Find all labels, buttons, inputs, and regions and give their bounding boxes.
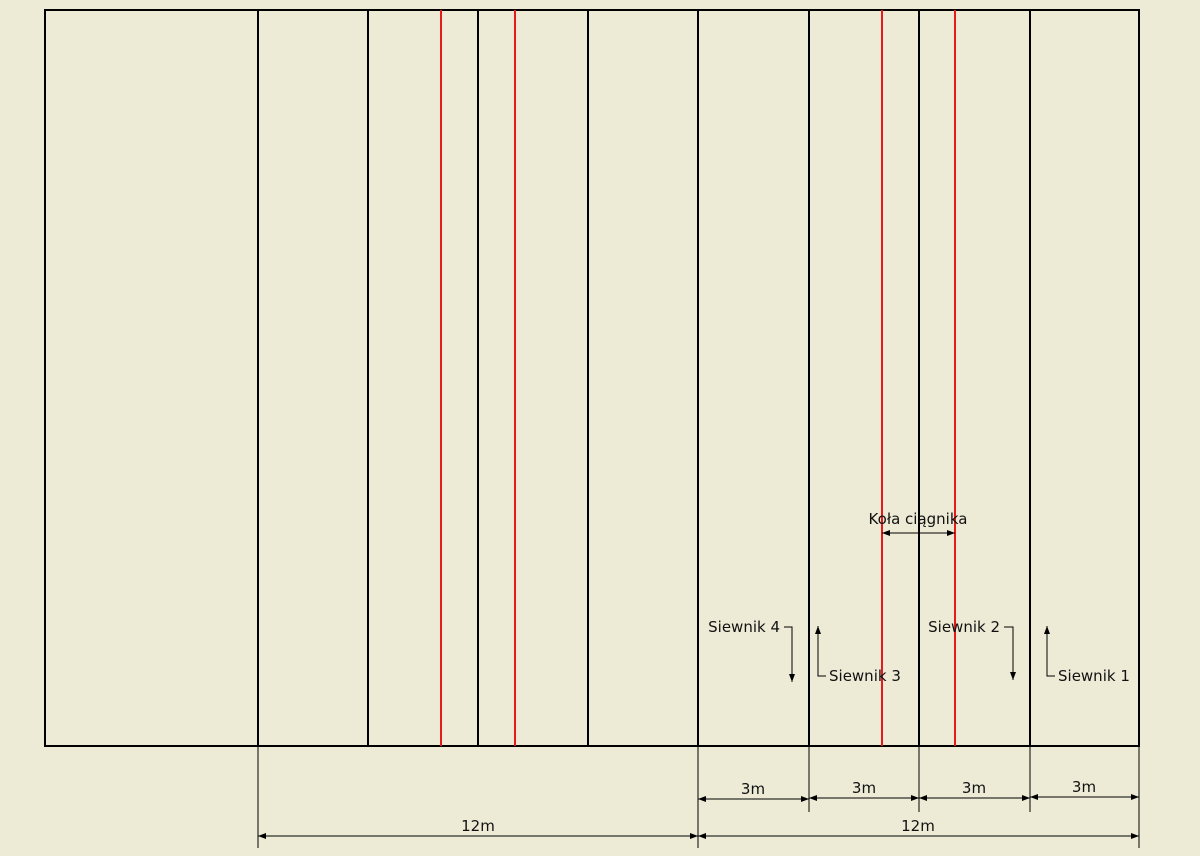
dimension-3m-d: 3m <box>1030 778 1139 800</box>
dimension-label: 3m <box>852 779 876 797</box>
dimension-3m-a: 3m <box>698 780 809 802</box>
wheel-tracks <box>440 10 956 746</box>
dimension-label: 3m <box>741 780 765 798</box>
seeder-2-callout: Siewnik 2 <box>928 618 1016 680</box>
dimension-label: 12m <box>461 817 495 835</box>
wheels-label: Koła ciągnika <box>869 510 968 528</box>
dimension-label: 3m <box>1072 778 1096 796</box>
extension-lines <box>257 746 1140 848</box>
dimension-3m-c: 3m <box>919 779 1030 801</box>
dimension-12m-right: 12m <box>698 817 1139 839</box>
strip-dividers <box>257 10 1031 746</box>
dimension-12m-left: 12m <box>258 817 698 839</box>
dimension-3m-b: 3m <box>809 779 919 801</box>
seeder-1-callout: Siewnik 1 <box>1044 626 1130 685</box>
seeder-1-label: Siewnik 1 <box>1058 667 1130 685</box>
dimension-label: 12m <box>901 817 935 835</box>
seeder-3-label: Siewnik 3 <box>829 667 901 685</box>
field-outline <box>44 9 1140 747</box>
wheels-dimension: Koła ciągnika <box>869 510 968 536</box>
seeder-4-callout: Siewnik 4 <box>708 618 795 682</box>
dimension-label: 3m <box>962 779 986 797</box>
seeder-2-label: Siewnik 2 <box>928 618 1000 636</box>
seeder-4-label: Siewnik 4 <box>708 618 780 636</box>
seeder-3-callout: Siewnik 3 <box>815 626 901 685</box>
